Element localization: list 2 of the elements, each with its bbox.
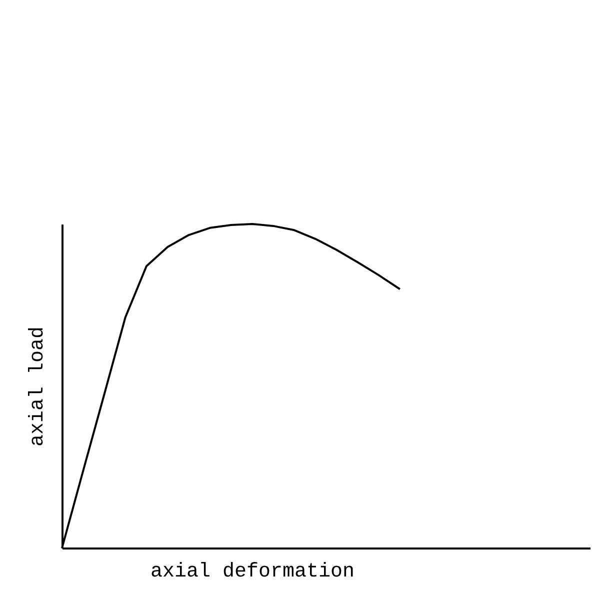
x-axis-title: axial deformation	[150, 560, 355, 584]
y-axis-title: axial load	[26, 326, 50, 447]
